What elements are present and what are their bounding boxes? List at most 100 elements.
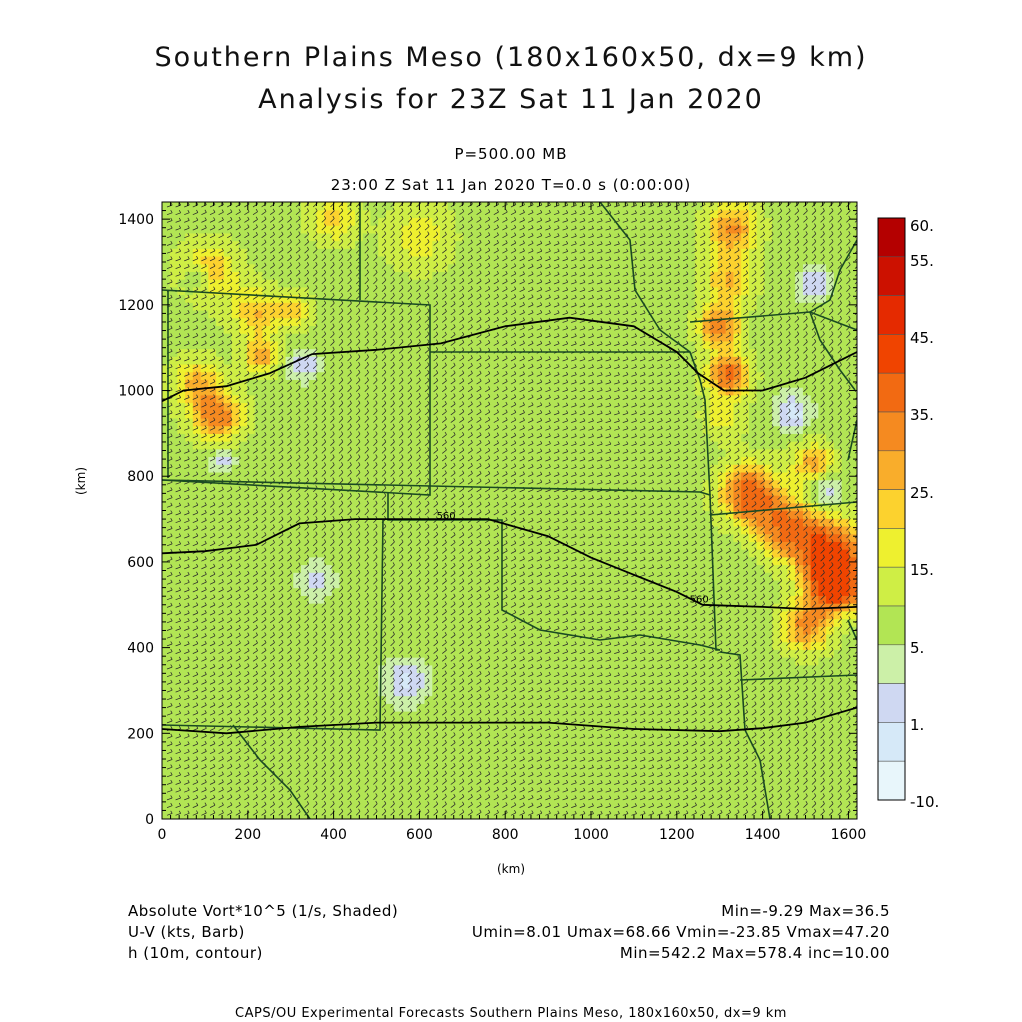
- vorticity-cell: [308, 649, 318, 658]
- vorticity-cell: [177, 356, 186, 365]
- vorticity-cell: [262, 734, 271, 743]
- vorticity-cell: [331, 425, 341, 434]
- vorticity-cell: [185, 487, 194, 496]
- vorticity-cell: [486, 641, 495, 650]
- vorticity-cell: [548, 749, 557, 758]
- vorticity-cell: [416, 502, 426, 512]
- vorticity-cell: [447, 610, 457, 620]
- vorticity-cell: [192, 664, 202, 674]
- vorticity-cell: [486, 711, 495, 720]
- vorticity-cell: [432, 626, 441, 635]
- vorticity-cell: [308, 603, 318, 612]
- vorticity-cell: [208, 564, 217, 573]
- vorticity-cell: [478, 487, 487, 496]
- vorticity-cell: [293, 641, 302, 650]
- vorticity-cell: [162, 363, 171, 373]
- vorticity-cell: [501, 680, 511, 689]
- vorticity-cell: [370, 387, 379, 396]
- vorticity-cell: [416, 726, 426, 735]
- vorticity-cell: [501, 402, 511, 411]
- vorticity-cell: [246, 803, 256, 812]
- vorticity-cell: [293, 603, 302, 612]
- chart-subtitle: Analysis for 23Z Sat 11 Jan 2020: [258, 84, 764, 115]
- vorticity-cell: [293, 803, 302, 812]
- vorticity-cell: [532, 788, 541, 797]
- vorticity-cell: [355, 464, 364, 473]
- vorticity-cell: [316, 734, 325, 743]
- vorticity-cell: [362, 595, 372, 604]
- vorticity-cell: [486, 811, 495, 819]
- vorticity-cell: [277, 711, 287, 720]
- vorticity-cell: [470, 741, 480, 751]
- vorticity-cell: [339, 649, 348, 658]
- vorticity-cell: [246, 487, 256, 496]
- vorticity-cell: [509, 587, 518, 596]
- vorticity-cell: [162, 649, 171, 658]
- vorticity-cell: [385, 641, 395, 650]
- vorticity-cell: [409, 549, 418, 558]
- vorticity-cell: [254, 788, 263, 797]
- vorticity-cell: [254, 711, 263, 720]
- vorticity-cell: [385, 649, 395, 658]
- vorticity-cell: [370, 410, 379, 419]
- vorticity-cell: [331, 356, 341, 365]
- vorticity-cell: [478, 394, 487, 404]
- vorticity-cell: [270, 672, 279, 681]
- vorticity-cell: [478, 448, 487, 458]
- vorticity-cell: [308, 510, 318, 519]
- vorticity-cell: [277, 502, 287, 512]
- vorticity-cell: [401, 664, 410, 674]
- vorticity-cell: [162, 518, 171, 527]
- vorticity-cell: [362, 263, 372, 273]
- vorticity-cell: [331, 718, 341, 728]
- vorticity-cell: [385, 734, 395, 743]
- vorticity-cell: [331, 394, 341, 404]
- vorticity-cell: [401, 363, 410, 373]
- vorticity-cell: [339, 587, 348, 596]
- vorticity-cell: [355, 757, 364, 766]
- vorticity-cell: [416, 217, 426, 226]
- vorticity-cell: [231, 363, 240, 373]
- vorticity-cell: [401, 479, 410, 488]
- vorticity-cell: [254, 603, 263, 612]
- vorticity-cell: [208, 803, 217, 812]
- vorticity-cell: [316, 448, 325, 458]
- vorticity-cell: [385, 579, 395, 589]
- vorticity-cell: [339, 657, 348, 666]
- vorticity-cell: [393, 479, 402, 488]
- vorticity-cell: [347, 302, 356, 311]
- vorticity-cell: [301, 788, 310, 797]
- vorticity-cell: [424, 610, 433, 620]
- vorticity-cell: [308, 703, 318, 712]
- vorticity-cell: [270, 402, 279, 411]
- vorticity-cell: [192, 703, 202, 712]
- vorticity-cell: [216, 549, 225, 558]
- vorticity-cell: [162, 232, 171, 242]
- vorticity-cell: [362, 788, 372, 797]
- vorticity-cell: [509, 356, 518, 365]
- vorticity-cell: [447, 803, 457, 812]
- vorticity-cell: [301, 795, 310, 805]
- vorticity-cell: [231, 687, 240, 697]
- vorticity-cell: [192, 772, 202, 782]
- vorticity-cell: [177, 309, 186, 319]
- vorticity-cell: [208, 664, 217, 674]
- vorticity-cell: [293, 765, 302, 774]
- vorticity-cell: [563, 556, 572, 566]
- vorticity-cell: [339, 803, 348, 812]
- vorticity-cell: [169, 248, 179, 257]
- vorticity-cell: [246, 734, 256, 743]
- vorticity-cell: [362, 579, 372, 589]
- vorticity-cell: [393, 487, 402, 496]
- vorticity-cell: [331, 417, 341, 427]
- vorticity-cell: [308, 618, 318, 627]
- vorticity-cell: [509, 564, 518, 573]
- vorticity-cell: [316, 379, 325, 388]
- vorticity-cell: [586, 711, 596, 720]
- vorticity-cell: [424, 618, 433, 627]
- vorticity-cell: [494, 317, 503, 326]
- vorticity-cell: [331, 595, 341, 604]
- vorticity-cell: [277, 795, 287, 805]
- vorticity-cell: [262, 495, 271, 504]
- vorticity-cell: [393, 780, 402, 789]
